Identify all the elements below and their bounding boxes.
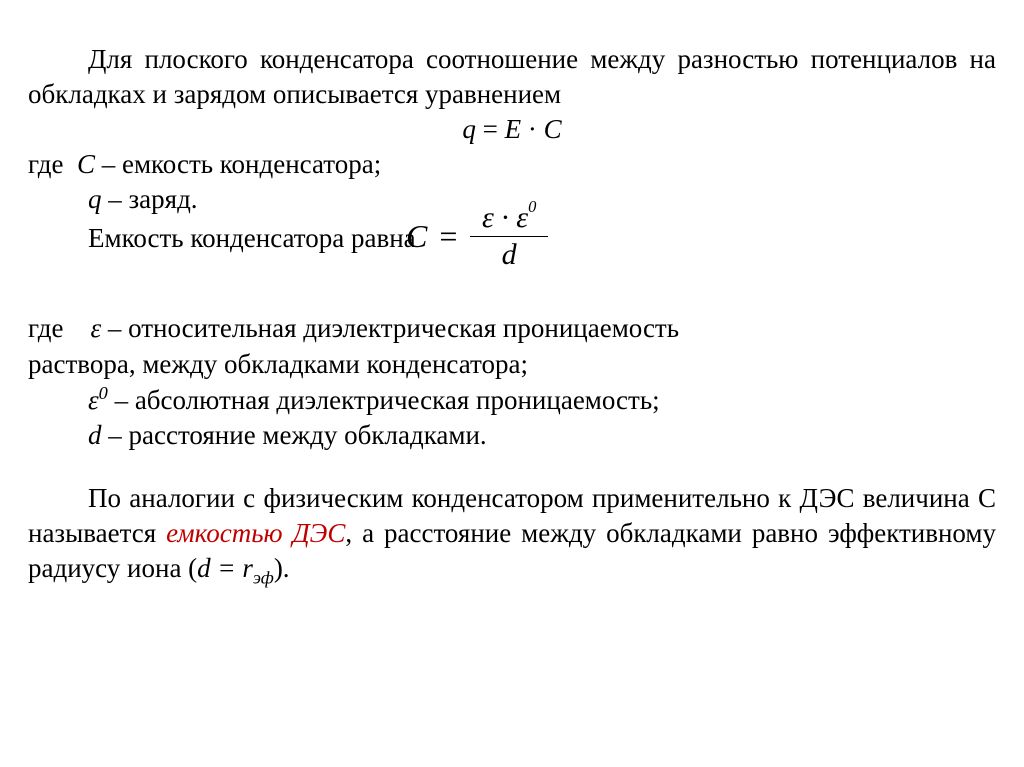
formula-fraction: ε · ε0 d	[470, 201, 548, 271]
definition-eps0: ε0 – абсолютная диэлектрическая проницае…	[28, 382, 996, 418]
definition-eps-2: раствора, между обкладками конденсатора;	[28, 347, 996, 382]
sym-d: d	[88, 420, 102, 450]
sym-eq: =	[476, 114, 505, 144]
text-where2: где	[28, 313, 70, 343]
formula-denominator: d	[470, 237, 548, 271]
definition-d: d – расстояние между обкладками.	[28, 418, 996, 453]
equation-q-ec: q = E · C	[28, 112, 996, 147]
text-capacitance: Емкость конденсатора равна	[88, 221, 416, 256]
sym-c: C	[544, 114, 562, 144]
text-highlight: емкостью ДЭС	[166, 518, 345, 548]
text-c-def: – емкость конденсатора;	[95, 149, 381, 179]
text-eps-def-a: – относительная диэлектрическая проницае…	[101, 313, 679, 343]
sym-q-var: q	[88, 184, 102, 214]
sym-eps0: ε	[88, 385, 99, 415]
text-where: где	[28, 149, 70, 179]
num-eps2: ε	[516, 201, 528, 234]
text-eps0-def: – абсолютная диэлектрическая проницаемос…	[108, 385, 660, 415]
sym-r-sub: эф	[253, 567, 274, 587]
text-intro: Для плоского конденсатора соотношение ме…	[28, 44, 996, 109]
num-sup: 0	[528, 197, 536, 216]
num-eps: ε	[482, 201, 494, 234]
paragraph-intro: Для плоского конденсатора соотношение ме…	[28, 42, 996, 112]
definition-c: где С – емкость конденсатора;	[28, 147, 996, 182]
paragraph-analogy: По аналогии с физическим конденсатором п…	[28, 481, 996, 590]
sym-dot: ·	[521, 114, 544, 144]
sym-d2: d	[197, 553, 211, 583]
sym-eps: ε	[90, 313, 101, 343]
document-page: Для плоского конденсатора соотношение ме…	[0, 0, 1024, 590]
text-d-def: – расстояние между обкладками.	[102, 420, 487, 450]
sym-e: E	[505, 114, 522, 144]
sym-c-var: С	[77, 149, 95, 179]
sym-eps0-sup: 0	[99, 383, 108, 403]
text-q-def: – заряд.	[102, 184, 198, 214]
formula-lhs: C =	[406, 216, 460, 258]
formula-capacitance: C = ε · ε0 d	[406, 201, 548, 271]
spacer	[28, 453, 996, 481]
text-eps-def-b: раствора, между обкладками конденсатора;	[28, 349, 528, 379]
definition-eps: где ε – относительная диэлектрическая пр…	[28, 311, 996, 346]
formula-numerator: ε · ε0	[470, 201, 548, 237]
capacitance-line: Емкость конденсатора равна C = ε · ε0 d	[28, 221, 996, 311]
sym-eq2: =	[211, 553, 243, 583]
sym-q: q	[462, 114, 476, 144]
sym-r: r	[242, 553, 253, 583]
text-analogy-end: ).	[274, 553, 290, 583]
num-dot: ·	[494, 201, 517, 234]
